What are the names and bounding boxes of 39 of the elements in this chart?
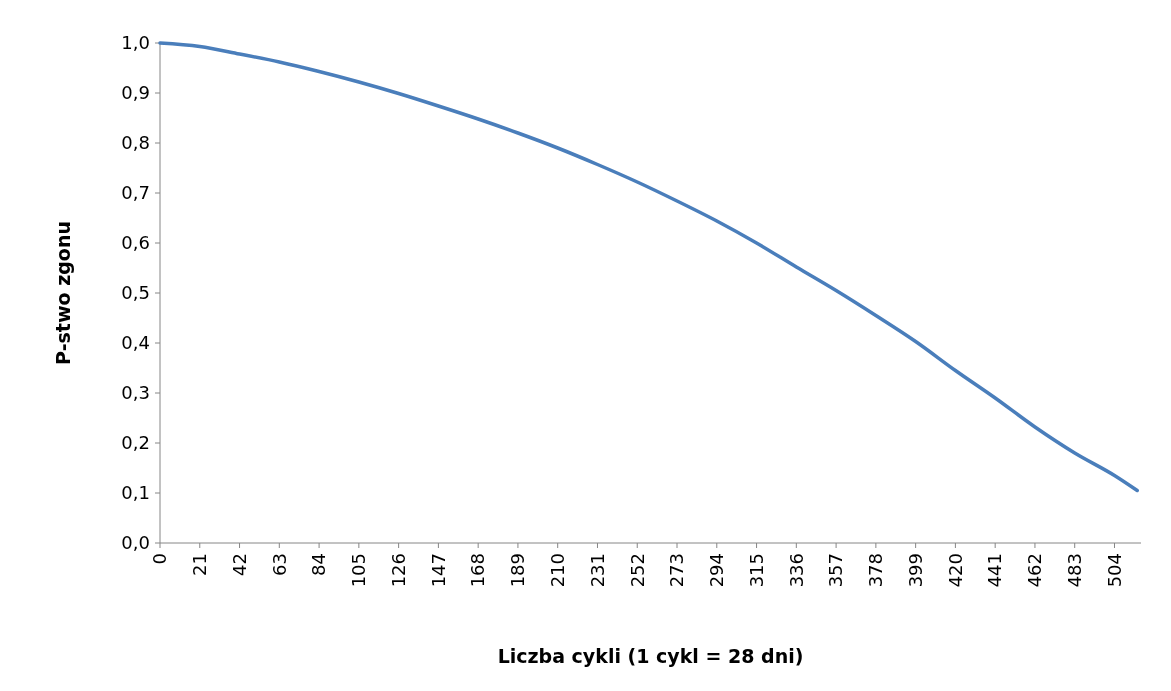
x-tick-label: 483 — [1064, 553, 1086, 588]
x-tick-label: 63 — [268, 553, 290, 576]
x-tick-label: 378 — [865, 553, 887, 588]
x-tick-label: 357 — [825, 553, 847, 588]
x-tick-label: 420 — [944, 553, 966, 588]
y-tick-label: 0,4 — [121, 332, 150, 354]
x-tick-label: 399 — [904, 553, 926, 588]
y-tick-label: 0,2 — [121, 432, 150, 454]
x-tick-label: 252 — [626, 553, 648, 588]
y-tick-label: 0,6 — [121, 232, 150, 254]
x-tick-label: 84 — [308, 553, 330, 576]
x-tick-label: 42 — [228, 553, 250, 576]
x-tick-label: 0 — [149, 553, 171, 565]
y-tick-label: 0,7 — [121, 182, 150, 204]
x-tick-label: 315 — [745, 553, 767, 588]
x-tick-label: 294 — [706, 553, 728, 588]
x-tick-label: 231 — [586, 553, 608, 588]
x-tick-label: 21 — [189, 553, 211, 576]
y-tick-label: 0,0 — [121, 532, 150, 554]
x-tick-label: 462 — [1024, 553, 1046, 588]
x-tick-label: 441 — [984, 553, 1006, 588]
y-tick-label: 1,0 — [121, 32, 150, 54]
x-tick-label: 147 — [427, 553, 449, 588]
y-axis-title: P-stwo zgonu — [52, 221, 74, 365]
x-tick-label: 126 — [387, 553, 409, 588]
y-tick-label: 0,9 — [121, 82, 150, 104]
x-tick-label: 504 — [1103, 553, 1125, 588]
x-tick-label: 273 — [666, 553, 688, 588]
line-series — [158, 41, 1139, 493]
y-tick-label: 0,3 — [121, 382, 150, 404]
x-tick-label: 210 — [547, 553, 568, 588]
x-tick-label: 105 — [348, 553, 370, 588]
x-axis-title: Liczba cykli (1 cykl = 28 dni) — [497, 645, 804, 667]
y-tick-label: 0,1 — [121, 482, 150, 504]
x-tick-label: 336 — [785, 553, 807, 588]
y-tick-label: 0,5 — [121, 282, 150, 304]
y-tick-label: 0,8 — [121, 132, 150, 154]
x-tick-label: 168 — [467, 553, 489, 588]
x-tick-label: 189 — [507, 553, 529, 588]
